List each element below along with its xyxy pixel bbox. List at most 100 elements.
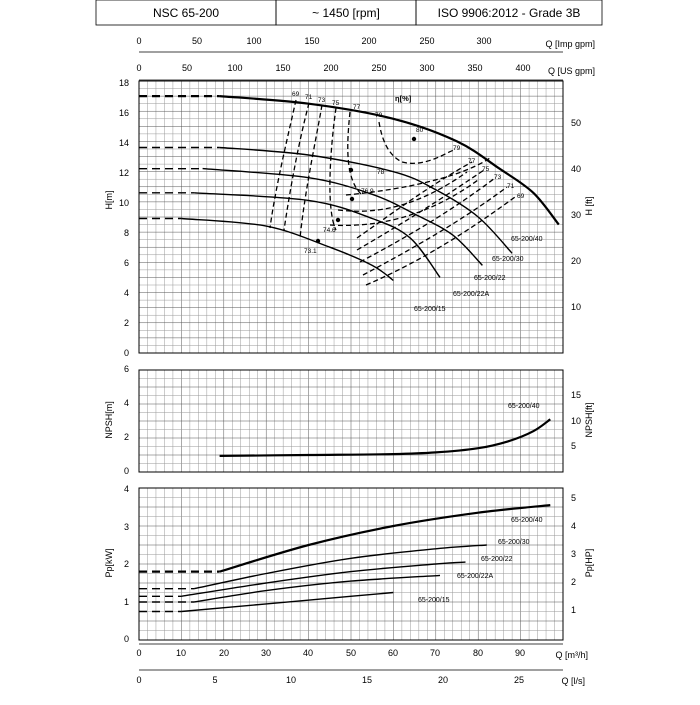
tick-label: 80 (473, 648, 483, 658)
eta-label: 79 (453, 145, 461, 152)
eta-71-line (283, 102, 310, 231)
power-panel-frame (138, 487, 564, 641)
tick-label: 4 (571, 521, 576, 531)
tick-label: 10 (286, 675, 296, 685)
eta-connector-c (329, 179, 479, 227)
tick-label: 50 (192, 36, 202, 46)
tick-label: 6 (124, 364, 129, 374)
npsh-panel-frame (138, 369, 564, 473)
series-label-power-65-200-22: 65-200/22 (481, 556, 513, 563)
tick-label: 10 (571, 416, 581, 426)
series-label-power-65-200-22a: 65-200/22A (457, 573, 494, 580)
tick-label: 40 (303, 648, 313, 658)
tick-label: 40 (571, 164, 581, 174)
bep-marker (335, 217, 341, 223)
head-curve-65-200-30 (219, 146, 513, 254)
series-label-65-200-15: 65-200/15 (414, 306, 446, 313)
tick-label: 10 (119, 198, 129, 208)
tick-label: 15 (571, 390, 581, 400)
head-ft-ticks: 10 20 30 40 50 (571, 118, 581, 312)
head-panel-frame (138, 80, 564, 354)
power-kw-axis-label: Pp[kW] (104, 548, 114, 577)
tick-label: 0 (124, 466, 129, 476)
tick-label: 2 (571, 577, 576, 587)
tick-label: 150 (275, 63, 290, 73)
tick-label: 300 (419, 63, 434, 73)
tick-label: 70 (430, 648, 440, 658)
eta-label: 78 (377, 169, 385, 176)
bep-marker (411, 136, 417, 142)
eta-label: 77 (353, 104, 361, 111)
series-label-power-65-200-30: 65-200/30 (498, 539, 530, 546)
q-ls-ticks: 0 5 10 15 20 25 (136, 675, 524, 685)
tick-label: 30 (571, 210, 581, 220)
standard-label: ISO 9906:2012 - Grade 3B (438, 6, 581, 20)
eta-label: 76.9 (361, 188, 374, 195)
power-hp-axis-label: Pp[HP] (584, 549, 594, 578)
q-imp-ticks: 0 50 100 150 200 250 300 (136, 36, 491, 46)
tick-label: 0 (124, 348, 129, 358)
eta-label: 71 (305, 94, 313, 101)
efficiency-labels: 69 71 73 75 77 79 80 79 77 75 73 71 69 7… (292, 91, 525, 255)
eta-69-line (269, 99, 297, 229)
head-curve-65-200-15 (181, 217, 394, 282)
tick-label: 50 (571, 118, 581, 128)
eta-79-loop-line (378, 121, 455, 164)
tick-label: 10 (176, 648, 186, 658)
tick-label: 30 (261, 648, 271, 658)
q-m3h-ticks: 0 10 20 30 40 50 60 70 80 90 (136, 648, 525, 658)
eta-label: 73.1 (304, 248, 317, 255)
tick-label: 0 (136, 63, 141, 73)
head-curve-65-200-22 (202, 167, 483, 266)
bep-marker (349, 196, 355, 202)
tick-label: 0 (136, 648, 141, 658)
tick-label: 2 (124, 318, 129, 328)
eta-label: 77 (468, 158, 476, 165)
tick-label: 10 (571, 302, 581, 312)
tick-label: 12 (119, 168, 129, 178)
power-hp-ticks: 1 2 3 4 5 (571, 493, 576, 615)
npsh-ft-axis-label: NPSH[ft] (584, 402, 594, 437)
tick-label: 18 (119, 78, 129, 88)
eta-connector-b (337, 171, 468, 212)
tick-label: 16 (119, 108, 129, 118)
eta-label: 73 (494, 174, 502, 181)
eta-73-line (299, 104, 323, 239)
tick-label: 20 (219, 648, 229, 658)
eta-77-right-line (356, 161, 473, 239)
efficiency-isolines (269, 99, 516, 286)
bep-markers (315, 136, 417, 244)
tick-label: 6 (124, 258, 129, 268)
tick-label: 2 (124, 432, 129, 442)
bep-marker (348, 167, 354, 173)
tick-label: 2 (124, 559, 129, 569)
npsh-m-axis-label: NPSH[m] (104, 401, 114, 439)
eta-label: 80 (416, 127, 424, 134)
head-m-ticks: 0 2 4 6 8 10 12 14 16 18 (119, 78, 129, 358)
eta-75-line (329, 107, 337, 231)
tick-label: 0 (136, 675, 141, 685)
q-us-axis-label: Q [US gpm] (548, 66, 595, 76)
tick-label: 1 (124, 597, 129, 607)
eta-label: 73 (318, 97, 326, 104)
tick-label: 150 (304, 36, 319, 46)
series-label-power-65-200-15: 65-200/15 (418, 597, 450, 604)
tick-label: 60 (388, 648, 398, 658)
eta-label: 71 (507, 183, 515, 190)
tick-label: 20 (571, 256, 581, 266)
tick-label: 4 (124, 288, 129, 298)
head-curve-65-200-22a (194, 192, 441, 278)
tick-label: 4 (124, 484, 129, 494)
speed-label: ~ 1450 [rpm] (312, 6, 380, 20)
tick-label: 100 (227, 63, 242, 73)
eta-69-right-line (365, 196, 516, 286)
tick-label: 1 (571, 605, 576, 615)
tick-label: 5 (571, 493, 576, 503)
tick-label: 3 (124, 522, 129, 532)
npsh-curve-65-200-40 (219, 418, 551, 457)
q-imp-axis-label: Q [Imp gpm] (545, 39, 595, 49)
eta-symbol-label: η[%] (395, 94, 412, 103)
power-curve-65-200-22 (181, 561, 466, 597)
power-curve-65-200-15 (181, 591, 394, 613)
